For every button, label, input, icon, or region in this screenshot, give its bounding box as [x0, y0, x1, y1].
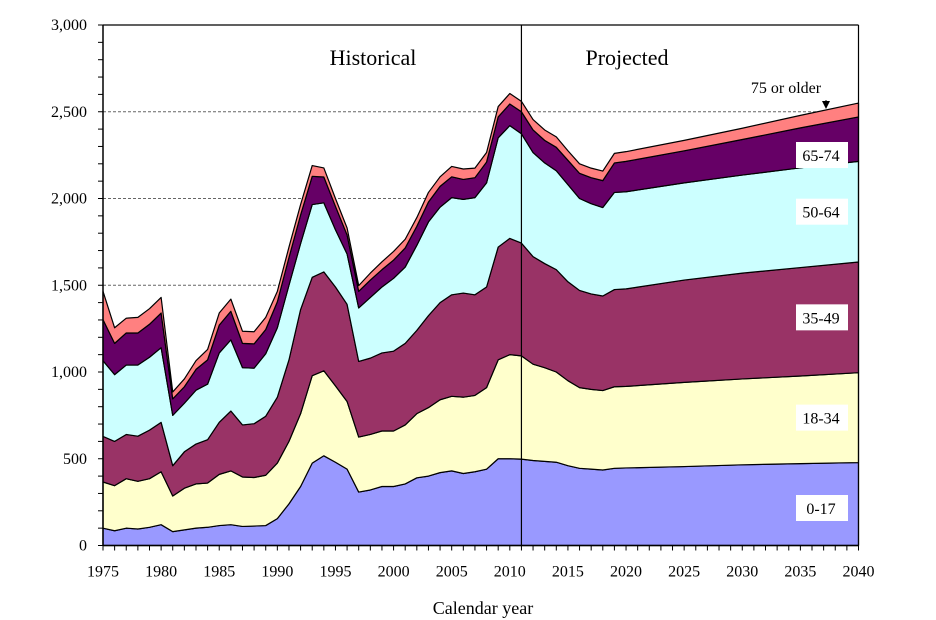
annotation-projected: Projected [585, 45, 668, 70]
series-label-18-34: 18-34 [802, 411, 839, 428]
y-tick-label: 1,000 [51, 364, 87, 381]
x-tick-label: 2040 [843, 564, 875, 581]
y-tick-label: 2,000 [51, 191, 87, 208]
y-tick-label: 1,500 [51, 277, 87, 294]
x-tick-label: 2020 [610, 564, 642, 581]
x-axis: 1975 1980 1985 1990 1995 2000 2005 2010 2015 2020… [87, 544, 875, 581]
x-tick-label: 1980 [145, 564, 177, 581]
series-labels: 0-17 18-34 35-49 50-64 65-74 75 or older [751, 80, 848, 521]
y-tick-label: 0 [79, 538, 87, 555]
x-tick-label: 1995 [319, 564, 351, 581]
x-tick-label: 1990 [261, 564, 293, 581]
x-tick-label: 2025 [668, 564, 700, 581]
plot-frame [103, 24, 860, 546]
x-tick-label: 1975 [87, 564, 119, 581]
area-series [102, 92, 860, 547]
x-axis-title: Calendar year [433, 598, 533, 618]
series-label-35-49: 35-49 [802, 310, 839, 327]
series-label-50-64: 50-64 [802, 205, 839, 222]
series-label-box [796, 198, 848, 225]
x-tick-label: 2035 [784, 564, 816, 581]
y-tick-label: 3,000 [51, 17, 87, 34]
series-label-0-17: 0-17 [806, 501, 835, 518]
y-tick-label: 500 [63, 451, 87, 468]
x-tick-label: 2000 [378, 564, 410, 581]
series-label-box [796, 495, 848, 521]
x-tick-label: 2030 [726, 564, 758, 581]
y-tick-label: 2,500 [51, 104, 87, 121]
series-label-75-or-older: 75 or older [751, 80, 822, 97]
arrow-icon [822, 101, 830, 110]
x-tick-label: 2010 [494, 564, 526, 581]
series-label-65-74: 65-74 [802, 148, 839, 165]
annotation-historical: Historical [330, 45, 417, 70]
series-label-box [796, 142, 848, 168]
x-tick-label: 2015 [552, 564, 584, 581]
x-tick-label: 2005 [436, 564, 468, 581]
series-label-box [796, 304, 848, 331]
series-label-box [796, 404, 848, 431]
x-tick-label: 1985 [203, 564, 235, 581]
y-axis: 0 500 1,000 1,500 2,000 2,500 3,000 [51, 17, 104, 555]
